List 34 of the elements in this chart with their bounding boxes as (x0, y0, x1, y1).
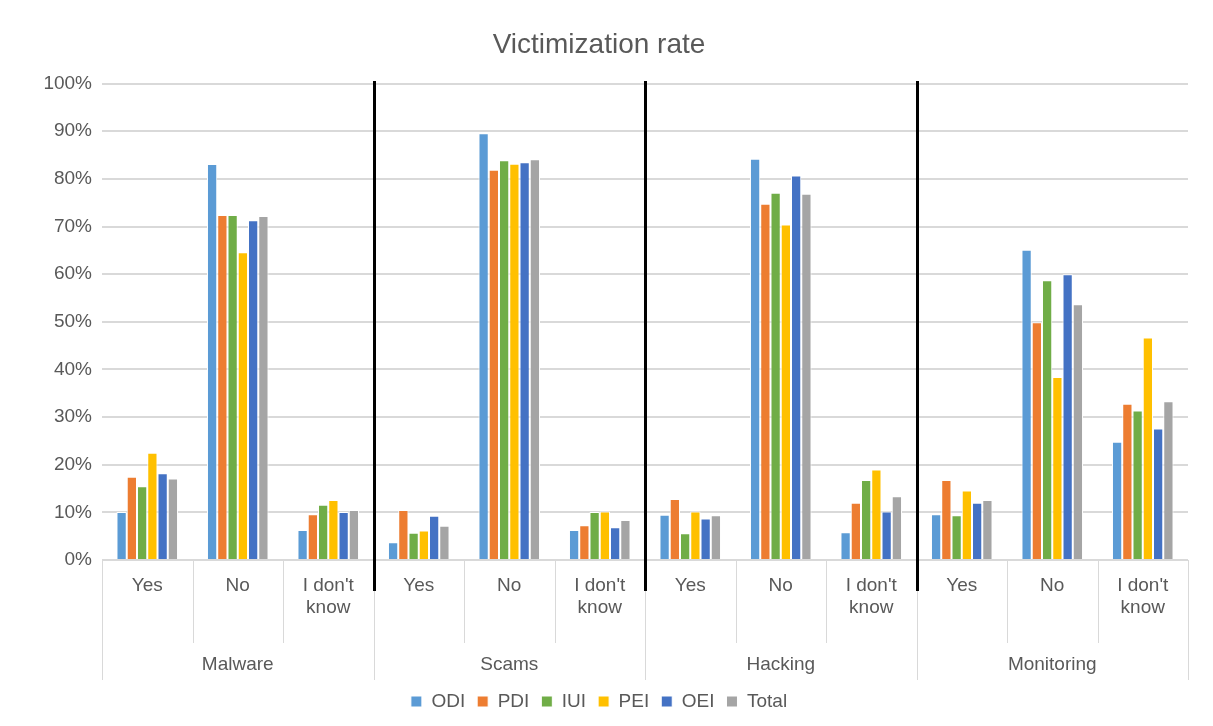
y-tick-label: 60% (53, 262, 93, 284)
legend-label: Total (746, 689, 788, 711)
text: Monitoring (1007, 653, 1097, 675)
x-tick-label: Yes (131, 573, 163, 595)
x-tick-label: Yes (946, 573, 978, 595)
y-tick-label: 80% (53, 167, 93, 189)
text: Malware (201, 653, 274, 675)
y-tick-label: 20% (53, 452, 93, 474)
x-tick-label: I don't know (1117, 573, 1170, 618)
x-tick-label: Yes (674, 573, 706, 595)
y-tick-label: 100% (43, 71, 93, 93)
x-tick-label: I don't know (302, 573, 355, 618)
y-tick-label: 50% (53, 310, 93, 332)
x-tick-label: I don't know (845, 573, 898, 618)
x-tick-label: No (768, 573, 793, 595)
legend-label: PDI (497, 689, 530, 711)
x-tick-label: No (1040, 573, 1065, 595)
x-tick-label: I don't know (574, 573, 627, 618)
y-tick-label: 30% (53, 405, 93, 427)
x-tick-label: No (497, 573, 522, 595)
y-tick-label: 70% (53, 214, 93, 236)
chart-title: Victimization rate (492, 27, 706, 59)
text: Scams (480, 653, 539, 675)
legend-label: PEI (618, 689, 650, 711)
x-tick-label: No (225, 573, 250, 595)
y-tick-label: 90% (53, 119, 93, 141)
x-tick-label: Yes (403, 573, 435, 595)
legend-label: ODI (431, 689, 466, 711)
y-tick-label: 0% (64, 548, 93, 570)
y-tick-label: 40% (53, 357, 93, 379)
text: Hacking (746, 653, 816, 675)
legend-label: OEI (681, 689, 715, 711)
y-tick-label: 10% (53, 500, 93, 522)
legend-label: IUI (561, 689, 587, 711)
